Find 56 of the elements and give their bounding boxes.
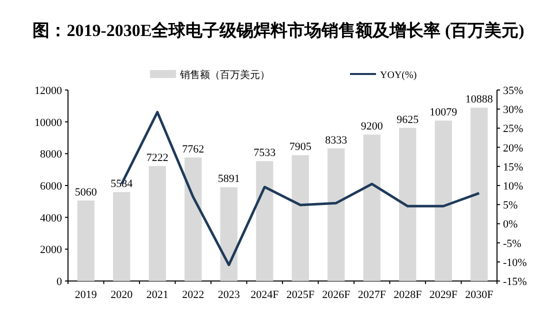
- x-tick-label: 2023: [218, 289, 240, 301]
- y2-tick-label: 20%: [503, 142, 524, 154]
- data-label: 7222: [146, 152, 168, 164]
- x-tick-label: 2019: [74, 289, 98, 301]
- y-tick-label: 10000: [34, 116, 62, 129]
- data-label: 10888: [465, 94, 494, 106]
- x-tick-label: 2028F: [394, 289, 422, 301]
- bar: [77, 200, 94, 281]
- bar: [434, 120, 452, 281]
- y-tick-label: 4000: [40, 212, 62, 224]
- bar: [292, 155, 309, 281]
- data-label: 5891: [218, 173, 240, 186]
- x-tick-label: 2030F: [465, 289, 494, 301]
- x-tick-label: 2021: [146, 289, 168, 301]
- y2-tick-label: 0%: [503, 218, 518, 231]
- bar: [328, 148, 345, 281]
- y-tick-label: 2000: [40, 244, 62, 256]
- y2-tick-label: 15%: [503, 161, 524, 174]
- bar: [399, 128, 416, 281]
- data-label: 9200: [360, 120, 384, 133]
- x-tick-label: 2022: [182, 289, 204, 301]
- data-label: 7905: [289, 141, 312, 154]
- x-tick-label: 2026F: [322, 289, 350, 301]
- bar: [148, 166, 166, 281]
- bar: [363, 134, 380, 281]
- bar: [113, 192, 130, 281]
- bar: [220, 187, 238, 281]
- y2-tick-label: -5%: [503, 238, 522, 250]
- x-tick-label: 2027F: [358, 289, 386, 301]
- legend-label: 销售额（百万美元）: [179, 69, 270, 81]
- data-label: 7533: [254, 147, 276, 160]
- x-tick-label: 2025F: [286, 289, 314, 301]
- y2-tick-label: 10%: [503, 180, 524, 192]
- data-label: 9625: [396, 114, 420, 126]
- y-tick-label: 0: [56, 276, 62, 288]
- y-tick-label: 6000: [40, 180, 62, 192]
- y2-tick-label: -15%: [503, 276, 527, 288]
- chart-title: 图：2019-2030E全球电子级锡焊料市场销售额及增长率 (百万美元): [32, 21, 524, 40]
- data-label: 5060: [74, 186, 98, 198]
- x-tick-label: 2029F: [429, 289, 458, 301]
- data-label: 8333: [325, 134, 348, 146]
- bar: [256, 161, 274, 281]
- legend-label: YOY(%): [380, 70, 417, 81]
- x-tick-label: 2024F: [250, 289, 279, 301]
- data-label: 10079: [430, 106, 458, 119]
- y2-tick-label: -10%: [503, 256, 527, 269]
- y2-tick-label: 25%: [503, 123, 524, 136]
- bar: [184, 157, 202, 281]
- y2-tick-label: 35%: [503, 85, 524, 97]
- data-label: 7762: [182, 143, 204, 156]
- y-tick-label: 8000: [40, 148, 62, 161]
- y-tick-label: 12000: [34, 85, 62, 97]
- bar: [470, 108, 488, 281]
- y2-tick-label: 5%: [503, 200, 518, 212]
- y2-tick-label: 30%: [503, 104, 524, 116]
- x-tick-label: 2020: [110, 289, 134, 301]
